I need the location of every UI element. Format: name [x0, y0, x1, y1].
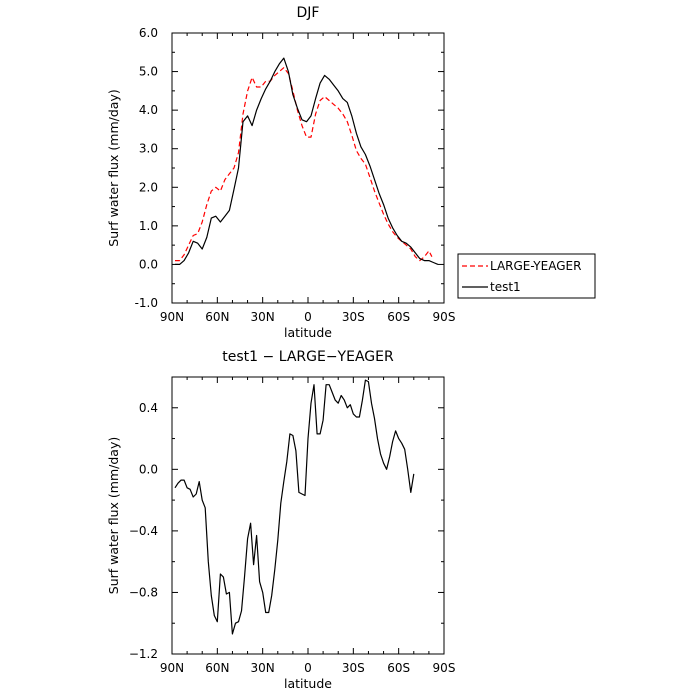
series-line-test1 — [175, 57, 439, 265]
x-tick-label: 30N — [251, 310, 275, 324]
x-tick-label: 30N — [251, 661, 275, 675]
series-line-series-0 — [174, 379, 415, 635]
y-tick-label: −1.2 — [129, 647, 158, 661]
legend: LARGE-YEAGER test1 — [457, 253, 596, 299]
x-tick-label: 60S — [387, 661, 410, 675]
chart-panel-bottom: 90N 60N 30N 0 30S 60S 90S −1.2 −0.8 −0.4 0.0 0.4 tes… — [106, 349, 455, 691]
y-axis-label: Surf water flux (mm/day) — [106, 89, 121, 246]
series-line-large-yeager — [175, 67, 433, 262]
y-tick-label: −0.8 — [129, 585, 158, 599]
y-tick-label: 4.0 — [139, 103, 158, 117]
x-axis-label: latitude — [284, 325, 332, 340]
y-axis-label: Surf water flux (mm/day) — [106, 437, 121, 594]
y-tick-label: 0.0 — [139, 257, 158, 271]
y-tick-label: 5.0 — [139, 65, 158, 79]
x-tick-label: 30S — [342, 310, 365, 324]
y-tick-label: 6.0 — [139, 26, 158, 40]
y-tick-label: 2.0 — [139, 180, 158, 194]
x-tick-label: 90S — [433, 661, 456, 675]
y-tick-label: 0.0 — [139, 462, 158, 476]
x-tick-label: 60N — [205, 661, 229, 675]
y-tick-label: 1.0 — [139, 219, 158, 233]
x-tick-label: 0 — [304, 661, 312, 675]
plot-frame — [171, 32, 445, 304]
x-tick-label: 30S — [342, 661, 365, 675]
y-tick-label: 3.0 — [139, 142, 158, 156]
y-tick-label: -1.0 — [135, 296, 158, 310]
y-tick-label: 0.4 — [139, 401, 158, 415]
chart-title: DJF — [297, 5, 320, 21]
x-tick-label: 90S — [433, 310, 456, 324]
y-tick-label: −0.4 — [129, 524, 158, 538]
chart-panel-top: 90N 60N 30N 0 30S 60S 90S -1.0 0.0 1.0 2.0 3.0 4.0 5.… — [106, 5, 455, 340]
x-tick-label: 60S — [387, 310, 410, 324]
legend-label: LARGE-YEAGER — [490, 259, 581, 273]
x-tick-label: 0 — [304, 310, 312, 324]
x-tick-label: 60N — [205, 310, 229, 324]
x-tick-label: 90N — [160, 310, 184, 324]
x-tick-label: 90N — [160, 661, 184, 675]
legend-box — [457, 253, 596, 299]
plot-frame — [171, 376, 445, 655]
chart-title: test1 − LARGE−YEAGER — [222, 349, 394, 365]
x-axis-label: latitude — [284, 676, 332, 691]
legend-label: test1 — [490, 280, 521, 294]
